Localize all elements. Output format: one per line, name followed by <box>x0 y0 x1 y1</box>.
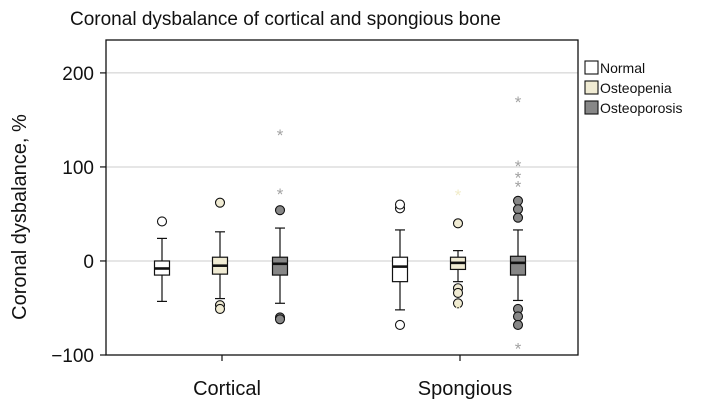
y-tick-labels: −100 0 100 200 <box>51 64 106 367</box>
legend-label-osteopenia: Osteopenia <box>600 80 672 96</box>
y-axis-label: Coronal dysbalance, % <box>9 114 31 320</box>
legend-label-osteoporosis: Osteoporosis <box>600 100 682 116</box>
gridlines <box>106 72 578 262</box>
box-iqr <box>391 256 409 283</box>
outlier-point <box>214 303 226 314</box>
extreme-point: * <box>515 339 522 358</box>
extreme-point: * <box>277 126 284 145</box>
outlier-point <box>156 216 168 227</box>
outlier-point <box>512 212 524 223</box>
y-tick-label-200: 200 <box>62 64 94 85</box>
extreme-point: * <box>455 186 462 205</box>
y-tick-label-100: 100 <box>62 158 94 179</box>
box-iqr <box>271 256 289 276</box>
category-labels: Cortical Spongious <box>193 355 512 400</box>
outlier-point <box>274 205 286 216</box>
legend-swatch-normal <box>584 60 599 75</box>
box-osteoporosis-spongious: ***** <box>509 93 527 358</box>
extreme-point: * <box>515 93 522 112</box>
outlier-point <box>512 204 524 215</box>
outlier-point <box>512 195 524 206</box>
outlier-point <box>274 314 286 325</box>
x-tick-label-cortical: Cortical <box>193 378 261 400</box>
box-osteoporosis-cortical: ** <box>271 126 289 325</box>
box-osteopenia-cortical <box>211 197 229 314</box>
extreme-point: * <box>515 168 522 187</box>
legend-label-normal: Normal <box>600 60 645 76</box>
box-osteopenia-spongious: ** <box>449 186 467 318</box>
outlier-point <box>452 287 464 298</box>
outlier-point <box>512 311 524 322</box>
boxes: ********* <box>153 93 527 358</box>
box-normal-spongious <box>391 199 409 330</box>
outlier-point <box>452 218 464 229</box>
outlier-point <box>512 319 524 330</box>
chart-title: Coronal dysbalance of cortical and spong… <box>70 9 501 30</box>
extreme-point: * <box>277 185 284 204</box>
legend: Normal Osteopenia Osteoporosis <box>584 60 682 116</box>
outlier-point <box>394 199 406 210</box>
legend-swatch-osteoporosis <box>584 100 599 115</box>
legend-swatch-osteopenia <box>584 80 599 95</box>
extreme-point: * <box>515 157 522 176</box>
box-normal-cortical <box>153 216 171 303</box>
extreme-point: * <box>455 299 462 318</box>
y-tick-label--100: −100 <box>51 346 94 367</box>
x-tick-label-spongious: Spongious <box>418 378 513 400</box>
outlier-point <box>452 298 464 309</box>
box-iqr <box>509 255 527 276</box>
outlier-point <box>394 319 406 330</box>
extreme-point: * <box>515 178 522 197</box>
y-tick-label-0: 0 <box>83 252 94 273</box>
plot-frame <box>105 39 579 356</box>
outlier-point <box>214 197 226 208</box>
